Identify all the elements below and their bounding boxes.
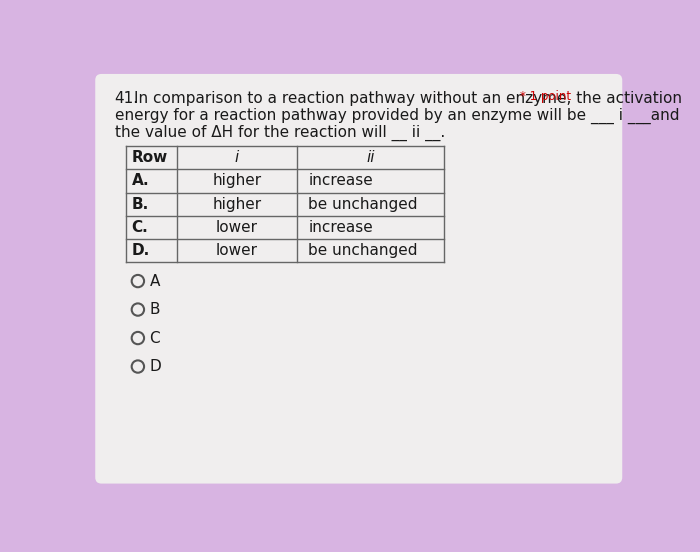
Text: * 1 point: * 1 point xyxy=(520,90,571,103)
Text: D.: D. xyxy=(132,243,150,258)
Text: be unchanged: be unchanged xyxy=(309,197,418,211)
Text: In comparison to a reaction pathway without an enzyme, the activation: In comparison to a reaction pathway with… xyxy=(134,91,682,106)
Circle shape xyxy=(132,332,144,344)
Text: D: D xyxy=(150,359,161,374)
Text: increase: increase xyxy=(309,220,373,235)
Text: increase: increase xyxy=(309,173,373,188)
Text: A: A xyxy=(150,274,160,289)
Text: higher: higher xyxy=(212,197,261,211)
Text: A.: A. xyxy=(132,173,149,188)
Text: B: B xyxy=(150,302,160,317)
Text: ii: ii xyxy=(366,150,375,166)
Text: 41.: 41. xyxy=(115,91,139,106)
Circle shape xyxy=(132,360,144,373)
Text: lower: lower xyxy=(216,220,258,235)
Text: the value of ΔH for the reaction will __ ii __.: the value of ΔH for the reaction will __… xyxy=(115,125,445,141)
Text: lower: lower xyxy=(216,243,258,258)
Text: i: i xyxy=(234,150,239,166)
Text: C.: C. xyxy=(132,220,148,235)
Circle shape xyxy=(132,304,144,316)
Text: be unchanged: be unchanged xyxy=(309,243,418,258)
Text: energy for a reaction pathway provided by an enzyme will be ___ i ___and: energy for a reaction pathway provided b… xyxy=(115,108,679,124)
Text: B.: B. xyxy=(132,197,149,211)
FancyBboxPatch shape xyxy=(95,74,622,484)
Text: C: C xyxy=(150,331,160,346)
Circle shape xyxy=(132,275,144,287)
Text: higher: higher xyxy=(212,173,261,188)
Text: Row: Row xyxy=(132,150,168,166)
